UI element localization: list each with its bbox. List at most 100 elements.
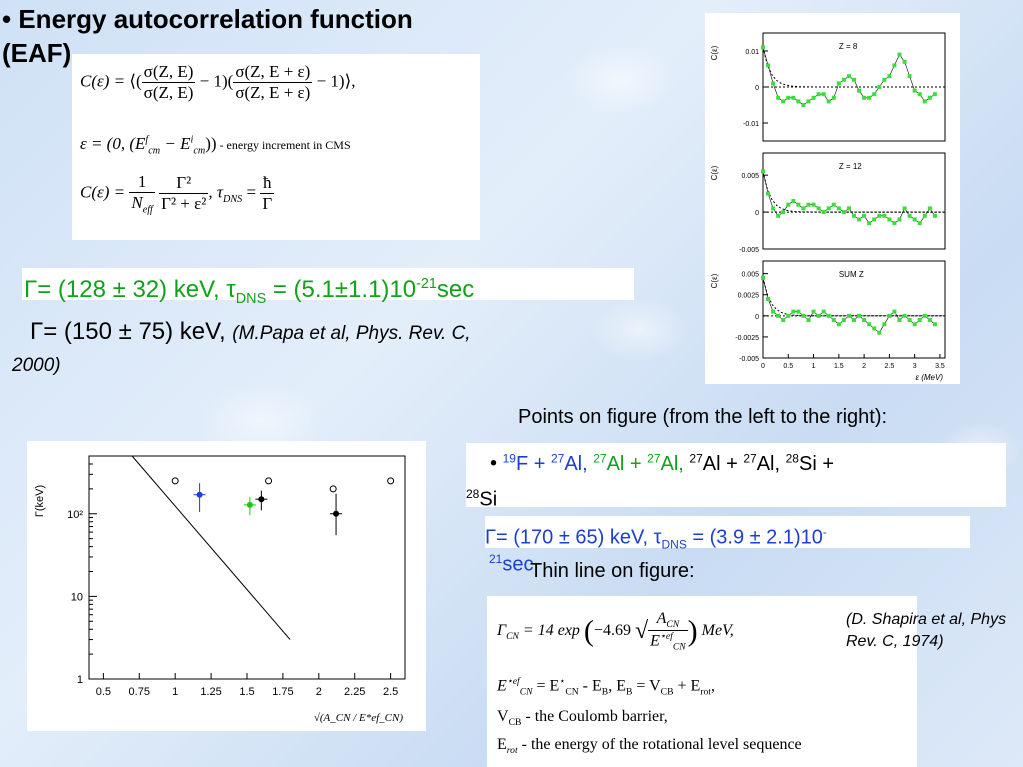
eaf-frac1: σ(Z, E) σ(Z, E) — [141, 62, 196, 103]
fit-frac2: Γ² Γ² + ε² — [159, 173, 209, 214]
data-point — [776, 213, 781, 218]
r2-a: 27 — [593, 451, 607, 465]
v-cb-sub: CB — [508, 717, 522, 729]
fit-num1: 1 — [129, 172, 155, 193]
points-heading: Points on figure (from the left to the r… — [518, 406, 888, 428]
papa-reference-year: 2000) — [12, 355, 61, 376]
epsilon-close: )) — [205, 134, 217, 153]
data-point — [776, 95, 781, 100]
y-tick-label: 0.01 — [745, 49, 759, 56]
data-point — [811, 95, 816, 100]
data-point — [882, 77, 887, 82]
e-cn-end: , — [710, 677, 715, 695]
data-point — [761, 169, 765, 174]
reaction-si-si: 28Si + — [785, 451, 835, 475]
open-circle-point — [171, 477, 179, 485]
shapira-formula-box: ΓCN = 14 exp (−4.69 √ ACN E⋆efCN) MeV, E⋆e… — [487, 596, 917, 767]
data-point — [862, 213, 867, 218]
result-green-sup: -21 — [416, 276, 437, 292]
epsilon-f: f — [145, 134, 149, 146]
data-line — [762, 277, 936, 334]
y-tick-label: -0.01 — [743, 121, 759, 128]
e-cn-plus: + E — [673, 677, 701, 695]
fit-tau: , τ — [208, 182, 223, 202]
data-point — [927, 318, 932, 323]
data-point — [791, 309, 796, 314]
data-point — [897, 217, 902, 222]
data-point — [857, 88, 862, 93]
slide-title: • Energy autocorrelation function (EAF) — [2, 2, 413, 70]
data-point — [882, 213, 887, 218]
r1-b: F + — [515, 452, 551, 475]
data-point — [917, 221, 922, 226]
gamma-cn-formula: ΓCN = 14 exp (−4.69 √ ACN E⋆efCN) MeV, — [497, 610, 734, 653]
data-point — [857, 217, 862, 222]
data-point — [917, 92, 922, 97]
data-point — [826, 99, 831, 104]
y-tick-label: -0.005 — [739, 356, 759, 363]
r3-c: 27 — [743, 451, 757, 465]
data-point — [841, 210, 846, 215]
fit-num3: ħ — [260, 173, 275, 195]
papa-reference: (M.Papa et al, Phys. Rev. C, — [232, 323, 471, 344]
data-point — [857, 313, 862, 318]
r5-a: 28 — [466, 486, 480, 501]
y-tick-label: -0.005 — [739, 247, 759, 254]
data-point — [927, 95, 932, 100]
x-tick-label: 1.5 — [834, 363, 844, 370]
data-point — [887, 74, 892, 79]
data-point — [841, 318, 846, 323]
result-green: Γ= (128 ± 32) keV, τDNS = (5.1±1.1)10-21… — [22, 268, 634, 307]
data-point — [922, 99, 927, 104]
fit-curve — [762, 277, 945, 317]
data-point — [922, 213, 927, 218]
e-rot-label: E — [497, 736, 507, 753]
data-point — [796, 309, 801, 314]
data-point — [766, 63, 771, 68]
y-tick-label: 0 — [755, 314, 759, 321]
data-point — [862, 95, 867, 100]
y-axis-label: C(ε) — [710, 273, 719, 288]
data-point — [932, 322, 937, 327]
x-tick-label: 1 — [172, 686, 178, 698]
data-point — [877, 213, 882, 218]
data-point — [912, 88, 917, 93]
y-tick-label: 10 — [71, 591, 83, 603]
gamma-cn-sub: CN — [506, 631, 519, 643]
data-point — [932, 213, 937, 218]
plot-frame — [88, 455, 406, 680]
open-circle-point — [329, 485, 337, 493]
data-point — [801, 313, 806, 318]
data-point — [796, 202, 801, 207]
y-tick-label: 0.005 — [741, 173, 759, 180]
data-point — [907, 213, 912, 218]
eaf-end: ⟩, — [344, 71, 356, 91]
data-point — [846, 313, 851, 318]
r1-a: 19 — [502, 451, 516, 465]
e-cn-rest: - E — [578, 677, 602, 695]
eaf-minus2: − 1 — [316, 71, 339, 91]
title-abbr: (EAF) — [2, 38, 72, 68]
r4-a: 28 — [785, 451, 799, 465]
result-blue-tail: 21sec — [489, 552, 533, 577]
data-point — [791, 199, 796, 203]
autocorrelation-chart: -0.01 0 0.01 C(ε) Z = 8 -0.005 0 0.005 C(ε) Z = 1… — [705, 13, 960, 384]
r1-d: Al, — [564, 452, 588, 475]
fit-tau-eq: = — [242, 182, 257, 202]
epsilon-def: ε = (0, (E — [80, 134, 146, 153]
data-point — [867, 221, 872, 226]
x-tick-label: 2 — [862, 363, 866, 370]
result-blue-prefix: Γ= (170 ± 65) keV, τ — [485, 526, 662, 549]
data-point — [841, 77, 846, 82]
data-point — [862, 318, 867, 323]
r5-b: Si — [479, 488, 498, 511]
r4-b: Si + — [798, 452, 835, 475]
eaf-formula: C(ε) = ⟨(σ(Z, E) σ(Z, E) − 1)(σ(Z, E + ε)… — [80, 62, 356, 103]
epsilon-cm1: cm — [148, 145, 161, 157]
thin-line — [131, 455, 291, 640]
e-rot-sub: rot — [506, 745, 518, 757]
y-axis-label: C(ε) — [710, 45, 719, 60]
data-point — [781, 318, 786, 323]
